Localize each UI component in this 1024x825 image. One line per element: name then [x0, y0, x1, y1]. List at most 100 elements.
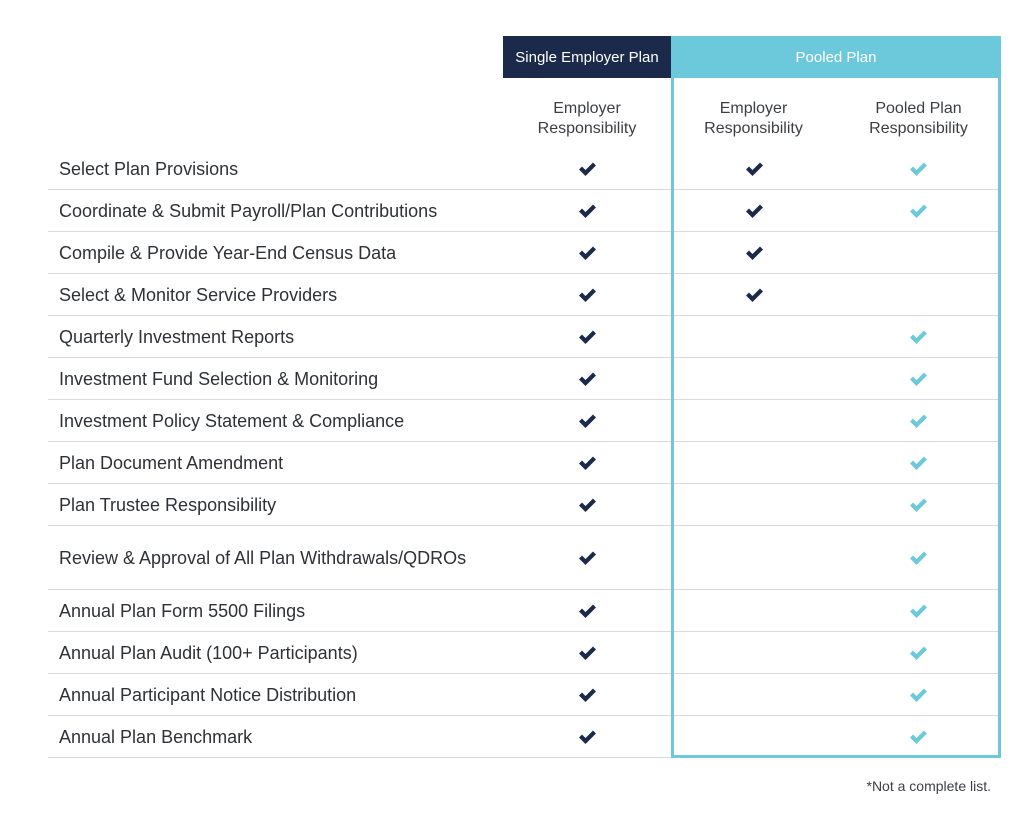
checkmark-icon: [908, 327, 928, 347]
cell-pooled-employer: [671, 716, 836, 757]
row-label: Annual Plan Form 5500 Filings: [59, 600, 306, 621]
table-row: Coordinate & Submit Payroll/Plan Contrib…: [48, 190, 999, 232]
cell-pooled-plan: [836, 190, 999, 231]
footnote: *Not a complete list.: [866, 778, 992, 794]
row-label: Plan Document Amendment: [59, 452, 284, 473]
cell-single: [503, 442, 671, 483]
single-employer-plan-header-label: Single Employer Plan: [515, 48, 659, 66]
cell-single: [503, 674, 671, 715]
checkmark-icon: [908, 369, 928, 389]
cell-pooled-employer: [671, 190, 836, 231]
checkmark-icon: [577, 201, 597, 221]
table-row: Annual Plan Audit (100+ Participants): [48, 632, 999, 674]
cell-single: [503, 590, 671, 631]
table-row: Review & Approval of All Plan Withdrawal…: [48, 526, 999, 590]
column-header-pooled-plan: Pooled Plan Responsibility: [869, 100, 968, 137]
checkmark-icon: [577, 548, 597, 568]
cell-pooled-employer: [671, 232, 836, 273]
checkmark-icon: [908, 411, 928, 431]
checkmark-icon: [908, 548, 928, 568]
single-employer-plan-header: Single Employer Plan: [503, 36, 671, 78]
checkmark-icon: [577, 453, 597, 473]
checkmark-icon: [908, 159, 928, 179]
cell-pooled-employer: [671, 316, 836, 357]
column-header-pooled-employer: Employer Responsibility: [704, 100, 803, 137]
checkmark-icon: [577, 643, 597, 663]
cell-pooled-employer: [671, 358, 836, 399]
row-label: Review & Approval of All Plan Withdrawal…: [59, 547, 467, 568]
table-row: Plan Document Amendment: [48, 442, 999, 484]
table-row: Annual Participant Notice Distribution: [48, 674, 999, 716]
cell-pooled-plan: [836, 590, 999, 631]
cell-pooled-plan: [836, 148, 999, 189]
cell-pooled-plan: [836, 358, 999, 399]
responsibility-table: Select Plan Provisions Coordinate & Submi…: [48, 148, 999, 758]
checkmark-icon: [577, 601, 597, 621]
checkmark-icon: [577, 285, 597, 305]
row-label: Annual Participant Notice Distribution: [59, 684, 357, 705]
cell-pooled-employer: [671, 674, 836, 715]
cell-single: [503, 358, 671, 399]
cell-single: [503, 484, 671, 525]
column-header-single-employer: Employer Responsibility: [537, 100, 637, 137]
row-label: Plan Trustee Responsibility: [59, 494, 277, 515]
cell-pooled-employer: [671, 442, 836, 483]
cell-pooled-plan: [836, 632, 999, 673]
cell-pooled-employer: [671, 274, 836, 315]
row-label: Annual Plan Benchmark: [59, 726, 253, 747]
checkmark-icon: [744, 201, 764, 221]
table-row: Select Plan Provisions: [48, 148, 999, 190]
cell-single: [503, 190, 671, 231]
row-label: Coordinate & Submit Payroll/Plan Contrib…: [59, 200, 438, 221]
row-label: Investment Policy Statement & Compliance: [59, 410, 405, 431]
row-label: Investment Fund Selection & Monitoring: [59, 368, 379, 389]
cell-single: [503, 400, 671, 441]
cell-pooled-plan: [836, 400, 999, 441]
checkmark-icon: [577, 727, 597, 747]
table-row: Investment Policy Statement & Compliance: [48, 400, 999, 442]
pooled-plan-header-label: Pooled Plan: [795, 48, 877, 66]
cell-pooled-plan: [836, 274, 999, 315]
cell-pooled-employer: [671, 526, 836, 589]
table-row: Plan Trustee Responsibility: [48, 484, 999, 526]
pooled-plan-header: Pooled Plan: [671, 36, 1001, 78]
checkmark-icon: [577, 327, 597, 347]
table-row: Investment Fund Selection & Monitoring: [48, 358, 999, 400]
cell-single: [503, 274, 671, 315]
cell-pooled-plan: [836, 526, 999, 589]
checkmark-icon: [744, 159, 764, 179]
checkmark-icon: [908, 643, 928, 663]
table-row: Quarterly Investment Reports: [48, 316, 999, 358]
checkmark-icon: [908, 495, 928, 515]
checkmark-icon: [908, 453, 928, 473]
table-row: Compile & Provide Year-End Census Data: [48, 232, 999, 274]
cell-single: [503, 716, 671, 757]
checkmark-icon: [744, 285, 764, 305]
cell-single: [503, 632, 671, 673]
cell-pooled-employer: [671, 632, 836, 673]
cell-pooled-plan: [836, 716, 999, 757]
cell-pooled-employer: [671, 590, 836, 631]
cell-pooled-plan: [836, 316, 999, 357]
row-label: Select Plan Provisions: [59, 158, 239, 179]
table-row: Annual Plan Benchmark: [48, 716, 999, 758]
table-row: Select & Monitor Service Providers: [48, 274, 999, 316]
cell-pooled-plan: [836, 442, 999, 483]
checkmark-icon: [908, 685, 928, 705]
cell-pooled-employer: [671, 400, 836, 441]
checkmark-icon: [577, 243, 597, 263]
cell-pooled-plan: [836, 232, 999, 273]
cell-single: [503, 316, 671, 357]
checkmark-icon: [577, 159, 597, 179]
cell-pooled-employer: [671, 148, 836, 189]
row-label: Quarterly Investment Reports: [59, 326, 295, 347]
checkmark-icon: [577, 685, 597, 705]
checkmark-icon: [908, 601, 928, 621]
checkmark-icon: [577, 411, 597, 431]
checkmark-icon: [908, 727, 928, 747]
checkmark-icon: [577, 369, 597, 389]
checkmark-icon: [908, 201, 928, 221]
row-label: Compile & Provide Year-End Census Data: [59, 242, 397, 263]
table-row: Annual Plan Form 5500 Filings: [48, 590, 999, 632]
row-label: Annual Plan Audit (100+ Participants): [59, 642, 358, 663]
